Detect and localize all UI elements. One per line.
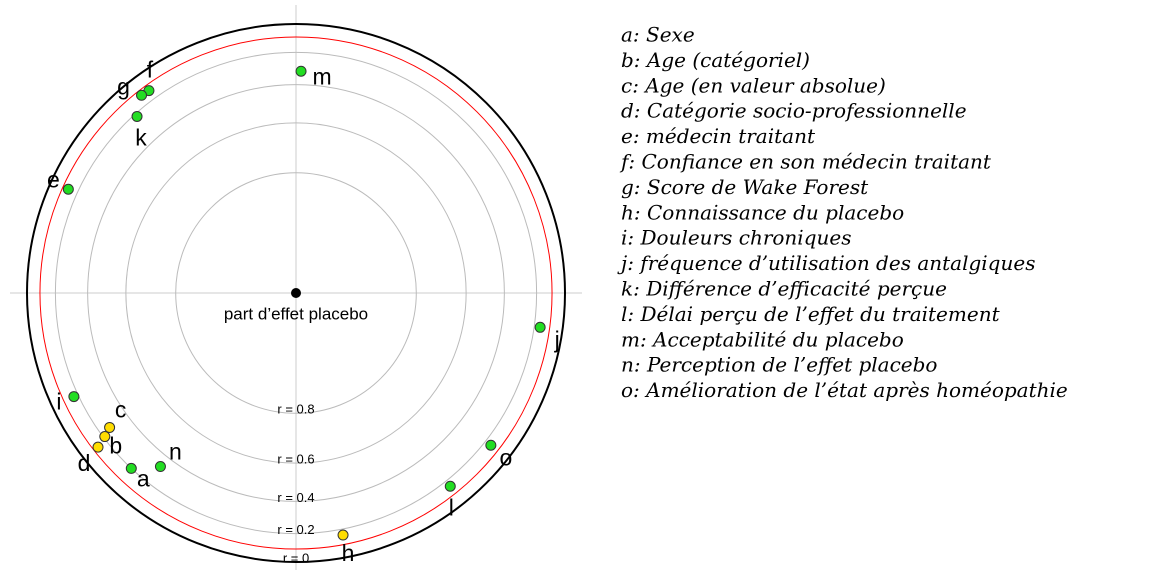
ring xyxy=(125,122,467,464)
legend-entry: b: Age (catégoriel) xyxy=(621,48,810,72)
point-label: a xyxy=(137,465,150,491)
point-label: c xyxy=(115,397,127,423)
point-label: l xyxy=(449,494,454,520)
point xyxy=(295,65,307,77)
point-label: f xyxy=(147,57,154,83)
point xyxy=(534,321,546,333)
ring-label: r = 0 xyxy=(283,550,309,565)
point xyxy=(92,441,104,453)
ring xyxy=(26,23,566,563)
point xyxy=(136,89,148,101)
legend-entry: c: Age (en valeur absolue) xyxy=(621,73,886,97)
legend-entry: k: Différence d’efficacité perçue xyxy=(621,277,947,301)
point xyxy=(154,461,166,473)
legend-entry: l: Délai perçu de l’effet du traitement xyxy=(621,302,1001,326)
ring xyxy=(87,84,505,502)
point-label: n xyxy=(169,439,182,465)
ring-label: r = 0.4 xyxy=(277,490,314,505)
ring-label: r = 0.2 xyxy=(277,522,314,537)
ring xyxy=(54,51,538,535)
threshold-ring xyxy=(39,36,553,550)
legend-entry: h: Connaissance du placebo xyxy=(621,200,904,224)
legend-entry: o: Amélioration de l’état après homéopat… xyxy=(621,378,1068,402)
point-label: o xyxy=(499,444,512,470)
point-label: k xyxy=(135,125,147,151)
legend-entry: f: Confiance en son médecin traitant xyxy=(619,150,992,174)
legend-entry: a: Sexe xyxy=(621,23,695,47)
legend-entry: e: médecin traitant xyxy=(621,124,816,148)
point xyxy=(125,462,137,474)
legend-entry: m: Acceptabilité du placebo xyxy=(621,327,904,351)
point-label: d xyxy=(78,450,91,476)
legend-entry: d: Catégorie socio-professionnelle xyxy=(621,99,967,123)
point-label: b xyxy=(109,433,122,459)
legend-entry: j: fréquence d’utilisation des antalgiqu… xyxy=(617,251,1035,275)
point-label: h xyxy=(342,540,355,566)
legend-entry: g: Score de Wake Forest xyxy=(621,175,869,199)
point-label: i xyxy=(56,389,61,415)
center-label: part d’effet placebo xyxy=(224,304,368,323)
ring xyxy=(175,172,417,414)
center-dot xyxy=(291,288,301,298)
point-label: g xyxy=(117,73,130,99)
point xyxy=(131,110,143,122)
point-label: j xyxy=(554,326,560,352)
point xyxy=(104,421,116,433)
legend-entry: n: Perception de l’effet placebo xyxy=(621,353,937,377)
point xyxy=(337,529,349,541)
point xyxy=(68,391,80,403)
ring-label: r = 0.6 xyxy=(277,452,314,467)
point-label: m xyxy=(312,63,331,89)
ring-label: r = 0.8 xyxy=(277,402,314,417)
point xyxy=(444,480,456,492)
point xyxy=(62,183,74,195)
legend-entry: i: Douleurs chroniques xyxy=(621,226,852,250)
point-label: e xyxy=(47,166,60,192)
point xyxy=(99,431,111,443)
point xyxy=(485,439,497,451)
